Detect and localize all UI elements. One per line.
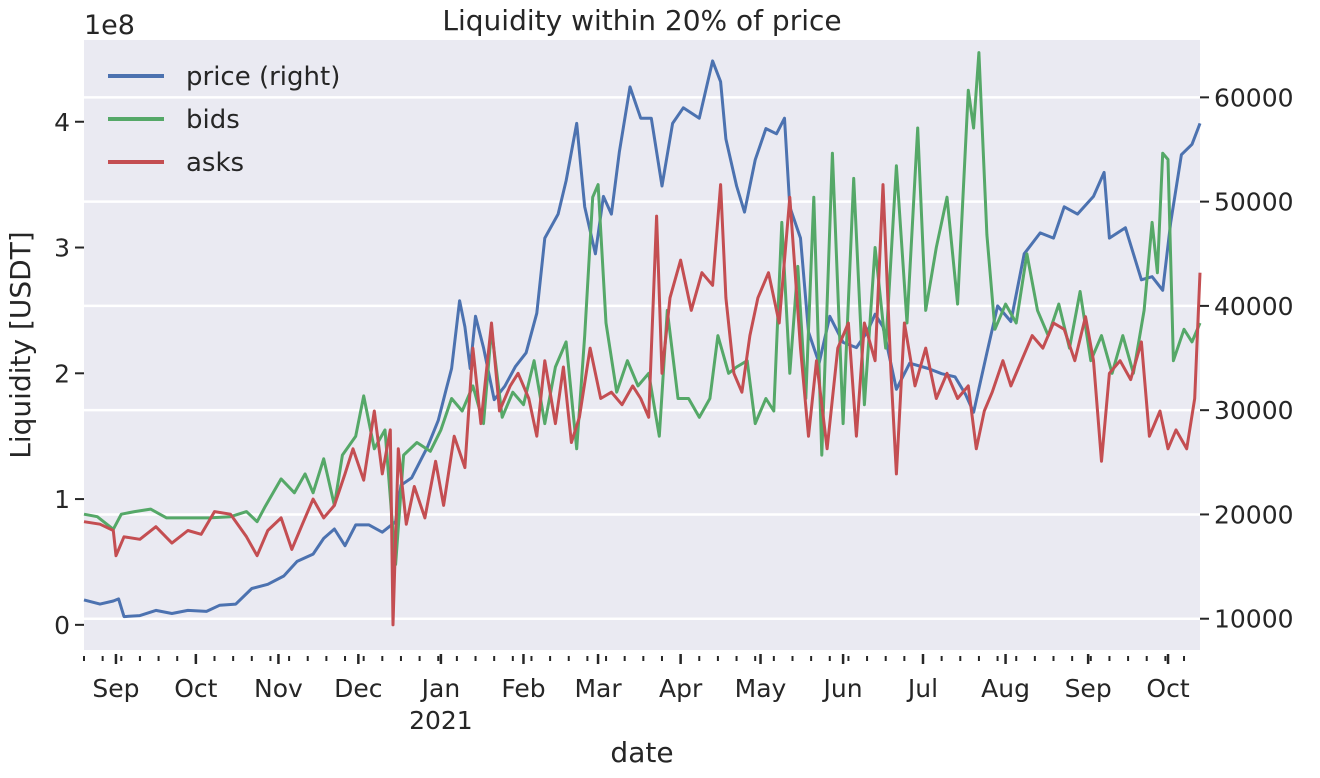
y-left-tick-label: 2 — [54, 359, 70, 388]
y-right-tick-label: 20000 — [1214, 500, 1294, 529]
series-line-asks — [83, 183, 1202, 627]
x-tick-label: May — [735, 674, 787, 703]
x-tick-label: Jun — [822, 674, 863, 703]
legend-label-price-right: price (right) — [186, 62, 340, 92]
y-left-tick-label: 0 — [54, 611, 70, 640]
x-tick-label: Dec — [334, 674, 382, 703]
x-tick-label: Oct — [1146, 674, 1189, 703]
plot-area-background — [84, 40, 1200, 650]
x-tick-label: Aug — [981, 674, 1030, 703]
x-tick-label: Jul — [906, 674, 938, 703]
x-tick-label: Jan — [420, 674, 461, 703]
x-tick-label: Nov — [254, 674, 303, 703]
legend-label-bids: bids — [186, 105, 240, 135]
x-tick-label: Oct — [174, 674, 217, 703]
y-axis-left: 0 1 2 3 4 — [54, 108, 84, 640]
y-axis-right: 10000 20000 30000 40000 50000 60000 — [1200, 83, 1294, 634]
x-axis-title: date — [610, 736, 673, 769]
y-left-tick-label: 3 — [54, 234, 70, 263]
y-right-tick-label: 10000 — [1214, 605, 1294, 634]
y-left-tick-label: 4 — [54, 108, 70, 137]
y-right-tick-label: 50000 — [1214, 188, 1294, 217]
x-tick-label: Feb — [501, 674, 545, 703]
x-tick-label: Sep — [92, 674, 139, 703]
x-tick-label: Mar — [574, 674, 622, 703]
x-tick-label: Sep — [1065, 674, 1112, 703]
legend-label-asks: asks — [186, 148, 244, 178]
y-right-tick-label: 30000 — [1214, 396, 1294, 425]
x-axis: Sep Oct Nov Dec Jan 2021 Feb Mar Apr May Jun Jul Aug… — [83, 654, 1190, 735]
x-tick-label: Apr — [659, 674, 703, 703]
chart-title: Liquidity within 20% of price — [442, 4, 841, 37]
gridlines — [84, 96, 1200, 620]
y-axis-title: Liquidity [USDT] — [4, 231, 37, 458]
series-layer — [83, 51, 1202, 627]
y-left-tick-label: 1 — [54, 485, 70, 514]
y-offset-label: 1e8 — [84, 10, 135, 41]
x-tick-year-label: 2021 — [409, 706, 473, 735]
legend: price (right) bids asks — [108, 62, 340, 178]
y-right-tick-label: 60000 — [1214, 83, 1294, 112]
y-right-tick-label: 40000 — [1214, 292, 1294, 321]
